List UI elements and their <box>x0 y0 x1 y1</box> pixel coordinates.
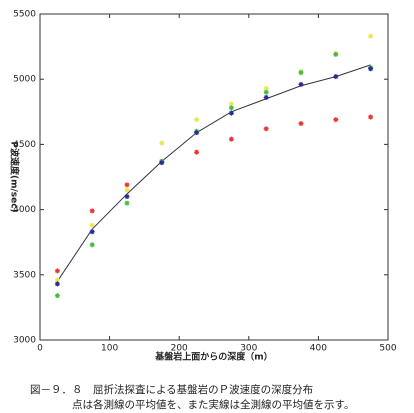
data-point <box>194 130 200 136</box>
data-point <box>124 194 130 200</box>
data-point <box>89 222 95 228</box>
x-tick-label: 200 <box>171 344 188 354</box>
data-point <box>159 160 165 166</box>
data-point <box>228 136 234 142</box>
x-tick-label: 400 <box>310 344 327 354</box>
data-point <box>368 66 374 72</box>
data-point <box>194 117 200 123</box>
data-point <box>333 74 339 80</box>
data-point <box>333 117 339 123</box>
data-point <box>263 85 269 91</box>
x-axis-label: 基盤岩上面からの深度（m） <box>154 351 272 363</box>
data-point <box>54 281 60 287</box>
data-point <box>89 208 95 214</box>
y-axis-label: P波速度(m/sec) <box>9 141 21 212</box>
x-tick-label: 300 <box>240 344 257 354</box>
data-point <box>54 293 60 299</box>
data-point <box>124 187 130 193</box>
data-point <box>124 182 130 188</box>
x-tick-label: 0 <box>37 344 43 354</box>
data-point <box>54 277 60 283</box>
data-point <box>298 70 304 76</box>
y-tick-label: 5000 <box>13 75 36 85</box>
data-point <box>333 51 339 57</box>
data-point <box>159 140 165 146</box>
data-point <box>54 268 60 274</box>
data-point <box>124 200 130 206</box>
data-point <box>263 126 269 132</box>
y-tick-label: 3500 <box>13 270 36 280</box>
x-tick-label: 100 <box>101 344 118 354</box>
data-point <box>228 110 234 116</box>
plot-frame <box>39 13 389 341</box>
y-tick-label: 4500 <box>13 140 36 150</box>
average-line <box>56 64 371 282</box>
data-point <box>89 229 95 235</box>
data-point <box>368 114 374 120</box>
caption: 点は各測線の平均値を、また実線は全測線の平均値を示す。 <box>72 398 354 411</box>
data-point <box>194 149 200 155</box>
data-point <box>263 94 269 100</box>
y-tick-label: 4000 <box>13 205 36 215</box>
data-point <box>228 101 234 107</box>
caption: 図－９．８ 屈折法探査による基盤岩のＰ波速度の深度分布 <box>30 383 313 396</box>
y-tick-label: 3000 <box>13 336 36 346</box>
x-tick-label: 500 <box>379 344 396 354</box>
data-point <box>263 89 269 95</box>
data-point <box>228 105 234 111</box>
data-point <box>298 81 304 87</box>
data-point <box>89 242 95 248</box>
y-tick-label: 5500 <box>13 10 36 20</box>
data-point <box>368 33 374 39</box>
data-point <box>298 121 304 127</box>
